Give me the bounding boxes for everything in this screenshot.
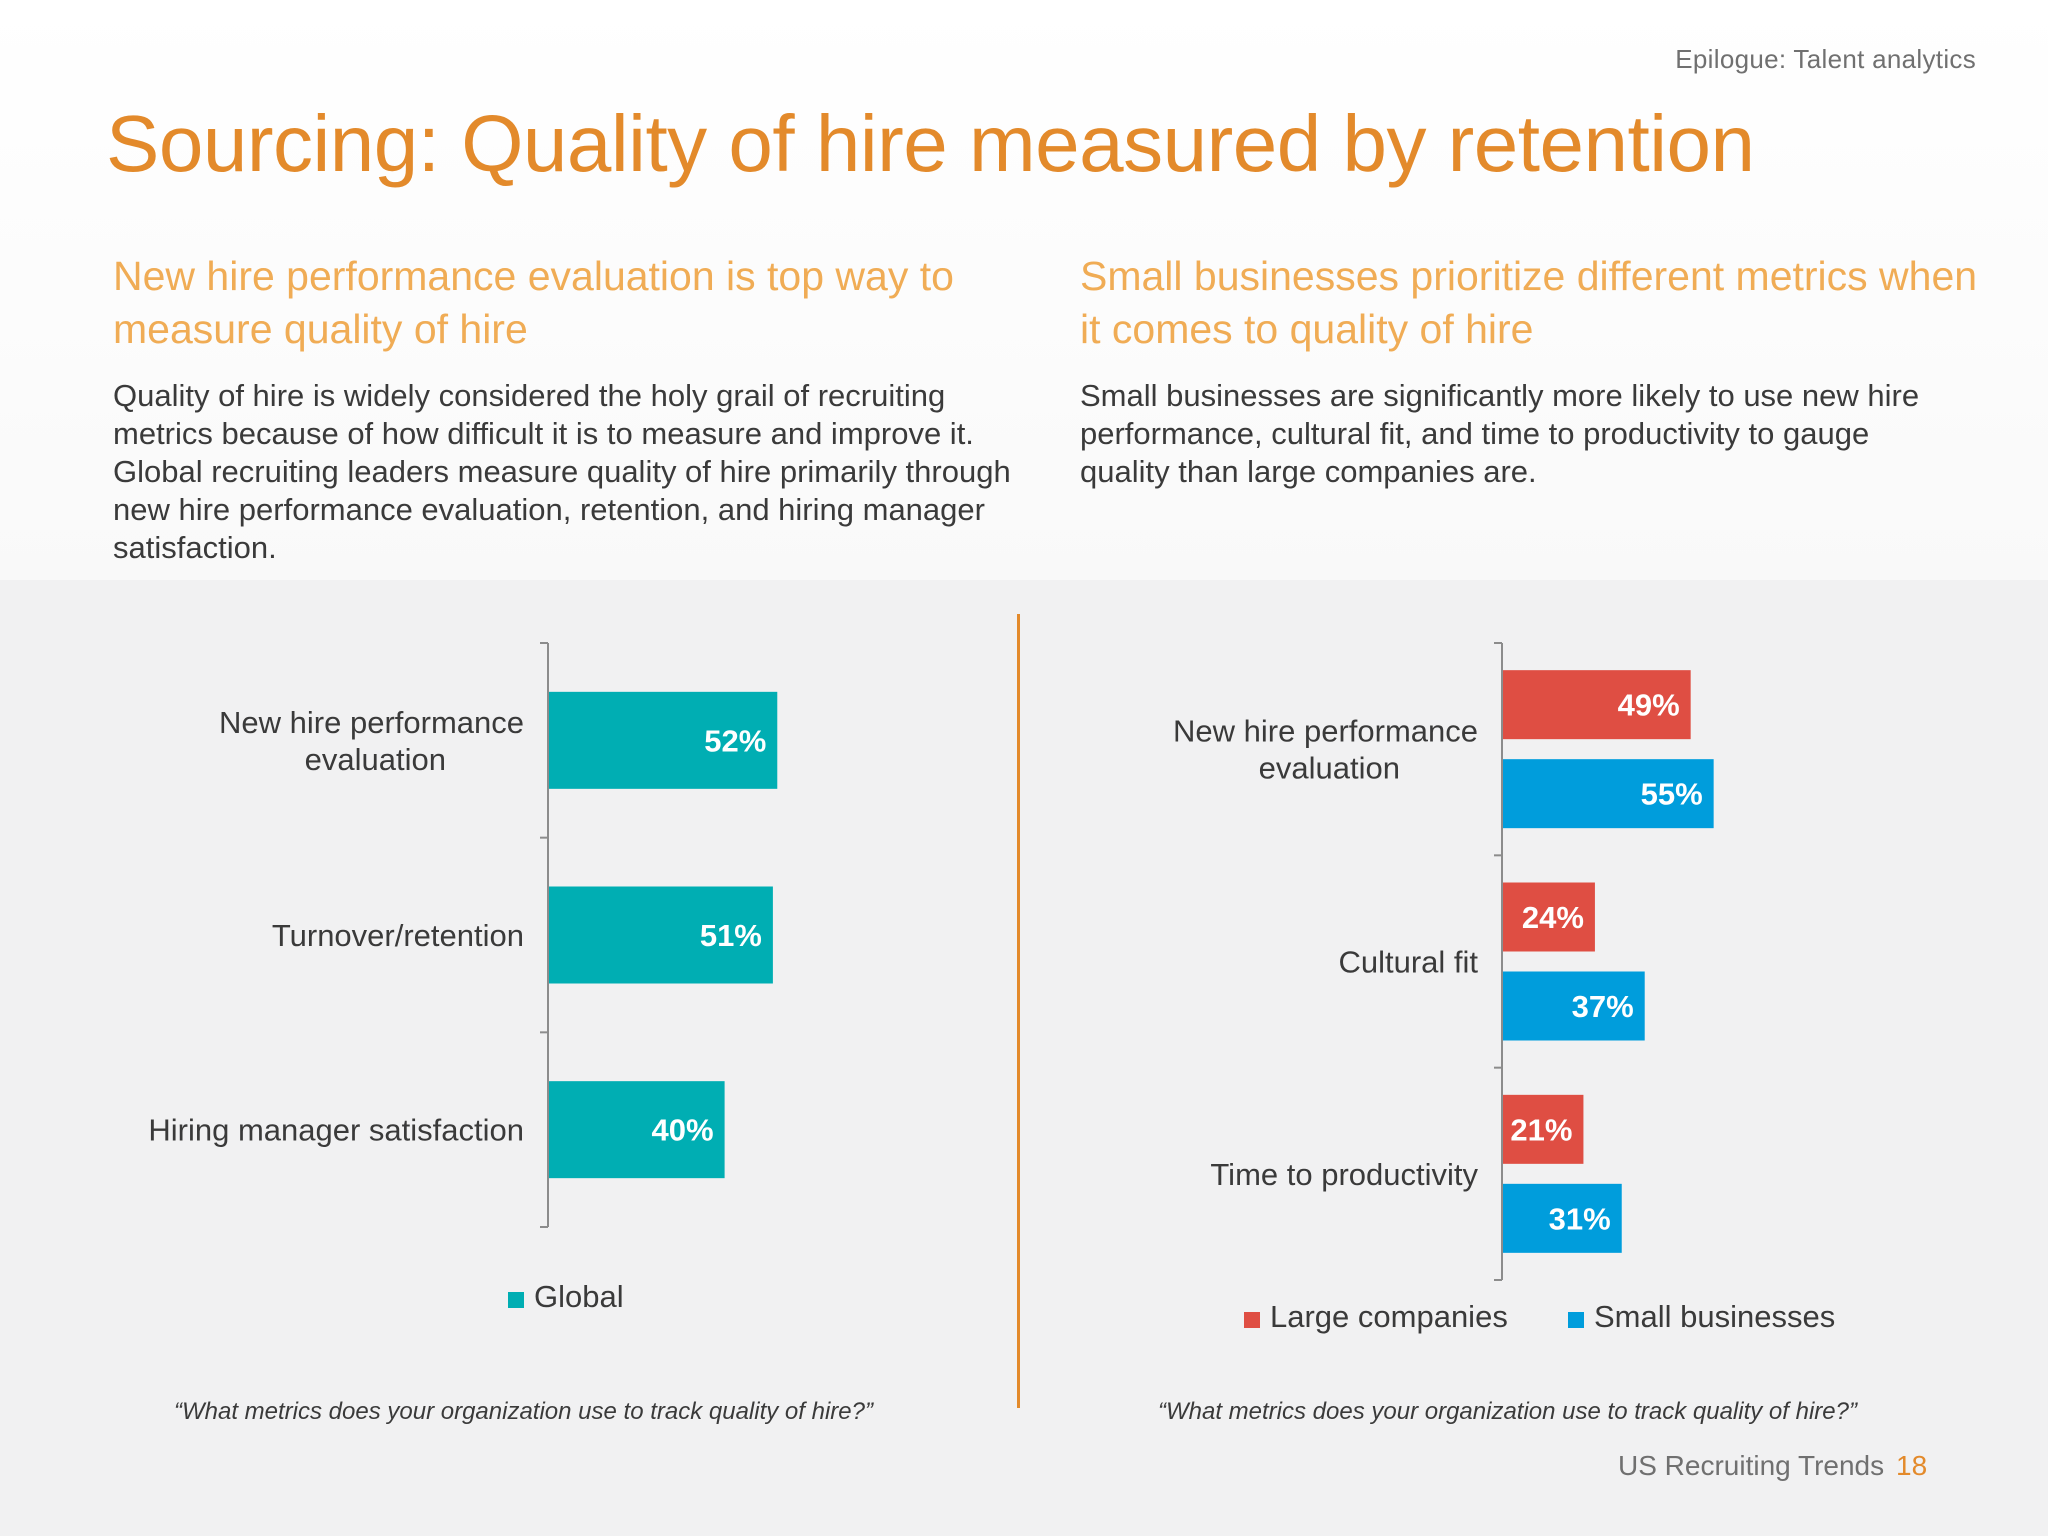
- chart-band: [0, 580, 2048, 1536]
- chart-2-data-label: 24%: [1522, 900, 1584, 935]
- chart-2-data-label: 21%: [1510, 1112, 1572, 1147]
- chart-1-bar: [549, 886, 773, 984]
- chart-2-bar: [1503, 1094, 1584, 1164]
- category-label-line: New hire performance: [219, 705, 524, 740]
- header-band: [0, 0, 2048, 580]
- chart-1-data-label: 52%: [704, 723, 766, 758]
- chart-1-bar: [549, 1081, 725, 1179]
- chart-2-category-label: Time to productivity: [1210, 1157, 1478, 1192]
- right-body-text: Small businesses are significantly more …: [1080, 378, 1920, 489]
- chart-1-data-label: 40%: [652, 1113, 714, 1148]
- category-label-line: New hire performance: [1173, 714, 1478, 749]
- category-label-line: Hiring manager satisfaction: [148, 1113, 524, 1148]
- category-label-line: Time to productivity: [1210, 1157, 1478, 1192]
- footer-report-name: US Recruiting Trends: [1618, 1450, 1885, 1481]
- column-divider: [1017, 614, 1020, 1408]
- chart-1-legend-label: Global: [534, 1279, 624, 1314]
- chart-1-legend-swatch: [508, 1292, 524, 1308]
- chart-2-bar: [1503, 1183, 1622, 1253]
- section-eyebrow: Epilogue: Talent analytics: [1675, 44, 1976, 74]
- page-title: Sourcing: Quality of hire measured by re…: [106, 99, 1755, 188]
- chart-2-data-label: 31%: [1549, 1201, 1611, 1236]
- chart-2-data-label: 49%: [1618, 688, 1680, 723]
- chart-2-legend-label: Large companies: [1270, 1299, 1508, 1334]
- left-subheading: New hire performance evaluation is top w…: [113, 253, 954, 352]
- chart-2-bar: [1503, 882, 1595, 952]
- chart-1-category-label: New hire performance evaluation: [219, 705, 524, 777]
- chart-2-bar: [1503, 759, 1714, 829]
- right-survey-question: “What metrics does your organization use…: [1158, 1398, 1857, 1425]
- chart-1-data-label: 51%: [700, 918, 762, 953]
- chart-1-bar: [549, 691, 778, 789]
- chart-2-bar: [1503, 971, 1645, 1041]
- category-label-line: evaluation: [1259, 751, 1400, 786]
- left-survey-question: “What metrics does your organization use…: [174, 1398, 873, 1425]
- chart-2-category-label: New hire performance evaluation: [1173, 714, 1478, 786]
- chart-1-category-label: Turnover/retention: [272, 918, 524, 953]
- charts-canvas: New hire performance evaluation52%Turnove…: [148, 642, 1835, 1334]
- category-label-line: Turnover/retention: [272, 918, 524, 953]
- footer-page-number: 18: [1896, 1450, 1928, 1481]
- chart-2-legend-swatch: [1568, 1312, 1584, 1328]
- left-body-text: Quality of hire is widely considered the…: [113, 378, 1011, 565]
- right-subheading: Small businesses prioritize different me…: [1080, 253, 1978, 352]
- chart-2-data-label: 55%: [1641, 777, 1703, 812]
- category-label-line: Cultural fit: [1338, 945, 1478, 980]
- category-label-line: evaluation: [305, 742, 446, 777]
- chart-2-legend-label: Small businesses: [1594, 1299, 1835, 1334]
- chart-2-data-label: 37%: [1572, 989, 1634, 1024]
- chart-2-legend-swatch: [1244, 1312, 1260, 1328]
- chart-1-category-label: Hiring manager satisfaction: [148, 1113, 524, 1148]
- chart-2-bar: [1503, 670, 1691, 740]
- chart-2-category-label: Cultural fit: [1338, 945, 1478, 980]
